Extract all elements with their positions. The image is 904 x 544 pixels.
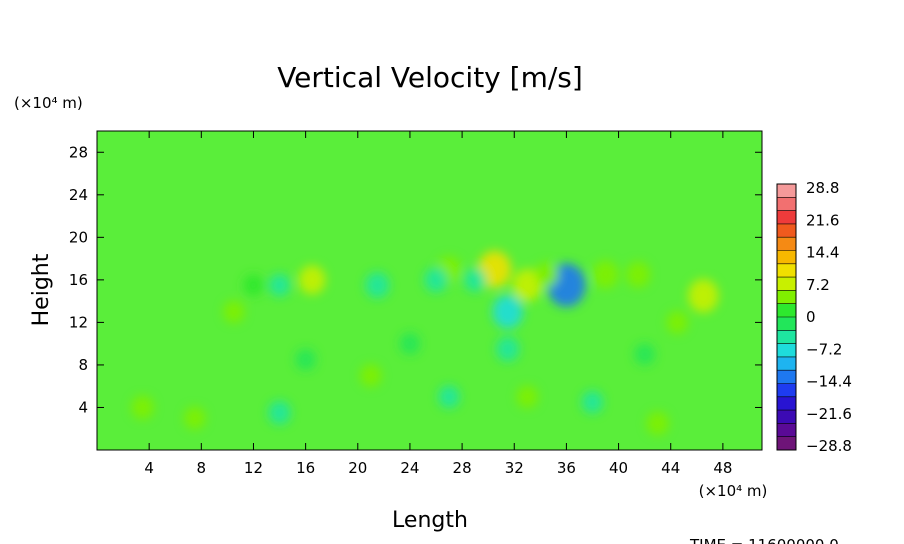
x-tick-label: 4 bbox=[144, 459, 154, 477]
y-axis-label: Height bbox=[29, 253, 54, 326]
heatmap-plot-area bbox=[96, 130, 763, 451]
x-tick-label: 12 bbox=[244, 459, 263, 477]
colorbar-segment bbox=[777, 410, 796, 424]
time-label: TIME = 11600000.0 bbox=[689, 536, 839, 544]
colorbar-segment bbox=[777, 343, 796, 358]
heatmap-feature bbox=[243, 274, 264, 296]
y-tick-label: 4 bbox=[78, 398, 88, 416]
plot-frame bbox=[96, 130, 763, 451]
x-tick-label: 40 bbox=[609, 459, 628, 477]
x-axis: 4 8 12 16 20 24 28 32 36 40 44 48 bbox=[144, 131, 732, 477]
heatmap-background bbox=[97, 131, 762, 450]
heatmap-feature bbox=[438, 385, 460, 409]
colorbar-label: 28.8 bbox=[806, 179, 839, 197]
colorbar-segment bbox=[777, 277, 796, 291]
heatmap-feature bbox=[424, 267, 448, 293]
colorbar-segment bbox=[777, 290, 796, 304]
colorbar-segment bbox=[777, 303, 796, 318]
heatmap-feature bbox=[360, 364, 382, 387]
colorbar-labels: 28.8 21.6 14.4 7.2 0 −7.2 −14.4 −21.6 −28.8 bbox=[806, 179, 852, 455]
colorbar-segment bbox=[777, 197, 796, 211]
heatmap-feature bbox=[512, 268, 543, 302]
colorbar-label: 21.6 bbox=[806, 211, 839, 229]
heatmap-feature bbox=[535, 262, 559, 287]
chart-title: Vertical Velocity [m/s] bbox=[277, 61, 583, 94]
heatmap-feature bbox=[492, 294, 523, 329]
colorbar-segment bbox=[777, 263, 796, 278]
colorbar-label: −14.4 bbox=[806, 373, 852, 391]
heatmap-feature bbox=[223, 300, 245, 324]
colorbar-label: 7.2 bbox=[806, 276, 830, 294]
colorbar-frame bbox=[776, 183, 797, 451]
heatmap-feature bbox=[131, 395, 154, 420]
heatmap-feature bbox=[298, 265, 326, 295]
colorbar-label: −21.6 bbox=[806, 405, 852, 423]
x-tick-label: 16 bbox=[296, 459, 315, 477]
y-tick-label: 20 bbox=[69, 228, 88, 246]
heatmap-feature bbox=[463, 268, 487, 292]
x-unit-label: (×10⁴ m) bbox=[699, 482, 768, 500]
colorbar-segment bbox=[777, 370, 796, 384]
y-axis: 4 8 12 16 20 24 28 bbox=[69, 143, 762, 416]
colorbar-segment bbox=[777, 223, 796, 238]
heatmap-feature bbox=[646, 411, 669, 436]
colorbar-segment bbox=[777, 317, 796, 331]
heatmap-feature bbox=[184, 406, 206, 430]
x-tick-label: 24 bbox=[400, 459, 419, 477]
heatmap-feature bbox=[295, 348, 316, 371]
colorbar-segment bbox=[777, 423, 796, 437]
heatmap-feature bbox=[626, 261, 651, 288]
heatmap-feature bbox=[496, 336, 520, 362]
x-axis-label: Length bbox=[392, 508, 468, 533]
colorbar-label: 14.4 bbox=[806, 244, 839, 262]
y-tick-label: 24 bbox=[69, 186, 88, 204]
y-tick-label: 8 bbox=[78, 356, 88, 374]
heatmap-feature bbox=[688, 279, 719, 313]
heatmap-feature bbox=[666, 311, 688, 334]
heatmap-feature bbox=[268, 400, 291, 425]
heatmap-feature bbox=[581, 390, 604, 414]
colorbar-segment bbox=[777, 436, 796, 451]
x-tick-label: 20 bbox=[348, 459, 367, 477]
x-tick-label: 28 bbox=[453, 459, 472, 477]
colorbar-segment bbox=[777, 237, 796, 251]
colorbar-label: −28.8 bbox=[806, 437, 852, 455]
heatmap-feature bbox=[268, 273, 291, 297]
colorbar-segment bbox=[777, 356, 796, 371]
colorbar-segment bbox=[777, 396, 796, 411]
colorbar-label: −7.2 bbox=[806, 340, 842, 358]
x-tick-label: 36 bbox=[557, 459, 576, 477]
heatmap-features bbox=[131, 250, 719, 436]
x-tick-label: 48 bbox=[713, 459, 732, 477]
y-tick-label: 28 bbox=[69, 143, 88, 161]
y-unit-label: (×10⁴ m) bbox=[14, 94, 83, 112]
x-tick-label: 32 bbox=[505, 459, 524, 477]
y-tick-label: 12 bbox=[69, 313, 88, 331]
colorbar bbox=[776, 183, 797, 451]
colorbar-segment bbox=[777, 330, 796, 344]
heatmap-feature bbox=[365, 272, 390, 299]
colorbar-segment bbox=[777, 210, 796, 225]
heatmap-feature bbox=[478, 250, 512, 288]
y-tick-label: 16 bbox=[69, 271, 88, 289]
heatmap-feature bbox=[516, 385, 538, 409]
colorbar-segment bbox=[777, 383, 796, 398]
colorbar-segment bbox=[777, 250, 796, 265]
heatmap-feature bbox=[634, 343, 655, 366]
heatmap-feature bbox=[592, 260, 619, 289]
colorbar-segment bbox=[777, 184, 796, 198]
x-tick-label: 44 bbox=[661, 459, 680, 477]
heatmap-feature bbox=[399, 332, 421, 355]
x-tick-label: 8 bbox=[197, 459, 207, 477]
colorbar-label: 0 bbox=[806, 308, 816, 326]
